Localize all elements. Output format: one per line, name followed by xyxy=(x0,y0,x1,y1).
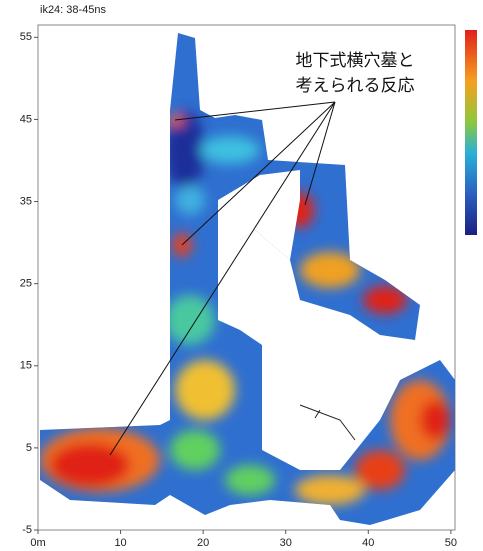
annotation: 考えられる反応 xyxy=(296,76,415,96)
y-tick-label: 15 xyxy=(20,360,32,372)
x-tick-label: 0m xyxy=(30,537,45,549)
leader-lines xyxy=(109,101,336,456)
y-tick-label: 55 xyxy=(20,31,32,43)
x-tick-label: 10 xyxy=(114,537,126,549)
y-tick-label: -5 xyxy=(22,524,32,536)
y-tick-label: 45 xyxy=(20,113,32,125)
color-bar xyxy=(465,30,477,235)
x-tick-label: 50 xyxy=(445,537,457,549)
x-tick-label: 30 xyxy=(280,537,292,549)
x-tick-label: 20 xyxy=(197,537,209,549)
x-tick-label: 40 xyxy=(362,537,374,549)
annotation: 地下式横穴墓と xyxy=(296,51,415,71)
y-tick-label: 35 xyxy=(20,195,32,207)
no-data-area xyxy=(218,170,300,330)
chart-title: ik24: 38-45ns xyxy=(40,4,107,16)
y-tick-label: 25 xyxy=(20,278,32,290)
y-tick-label: 5 xyxy=(26,442,32,454)
feature xyxy=(299,404,356,441)
